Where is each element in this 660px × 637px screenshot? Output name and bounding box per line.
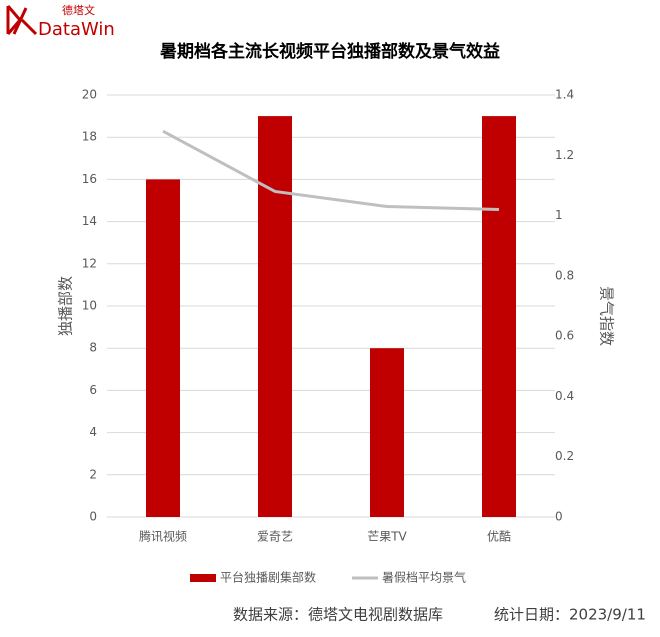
logo-brand: DataWin [38, 19, 115, 40]
bar [146, 179, 180, 517]
y-tick-label: 6 [89, 383, 97, 397]
y-tick-label: 10 [82, 299, 97, 313]
x-tick-label: 优酷 [487, 530, 511, 544]
y-axis-title: 独播部数 [57, 276, 75, 336]
y-tick-label: 18 [82, 130, 97, 144]
x-tick-label: 爱奇艺 [257, 530, 293, 544]
legend-label: 暑假档平均景气 [382, 570, 466, 585]
y-tick-label: 20 [82, 88, 97, 102]
logo-mark [6, 5, 38, 36]
y-tick-label: 16 [82, 172, 97, 186]
y2-tick-label: 0 [555, 510, 563, 524]
y-tick-label: 12 [82, 256, 97, 270]
y-tick-label: 4 [89, 425, 97, 439]
chart-title: 暑期档各主流长视频平台独播部数及景气效益 [160, 41, 500, 62]
y2-tick-label: 1.4 [555, 88, 574, 102]
y-tick-label: 2 [89, 467, 97, 481]
y-tick-label: 14 [82, 214, 97, 228]
y2-tick-label: 0.2 [555, 449, 574, 463]
y2-tick-label: 0.8 [555, 268, 574, 282]
line [162, 129, 500, 212]
logo-name: 德塔文 [62, 3, 95, 17]
y2-tick-label: 0.6 [555, 329, 574, 343]
y-tick-label: 8 [89, 341, 97, 355]
footer-source: 数据来源：德塔文电视剧数据库 [233, 606, 443, 624]
y2-axis-title: 景气指数 [598, 286, 616, 346]
y2-tick-label: 0.4 [555, 389, 574, 403]
footer-date: 统计日期：2023/9/11 [494, 606, 646, 624]
bar [482, 116, 516, 517]
x-tick-label: 腾讯视频 [139, 529, 187, 544]
logo: 德塔文 DataWin [6, 3, 115, 40]
bar [258, 116, 292, 517]
y-tick-label: 0 [89, 510, 97, 524]
x-tick-label: 芒果TV [367, 529, 407, 544]
bar [370, 348, 404, 517]
legend-swatch [190, 574, 216, 582]
legend-label: 平台独播剧集部数 [220, 570, 316, 585]
y2-tick-label: 1.2 [555, 148, 574, 162]
y2-tick-label: 1 [555, 208, 563, 222]
